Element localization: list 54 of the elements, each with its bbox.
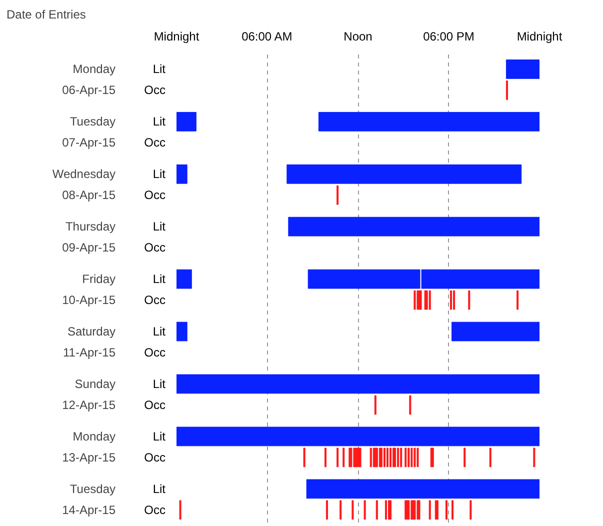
y-tick-label: Lit (152, 429, 166, 444)
y-tick-label: Occ (144, 240, 166, 255)
y-tick-label: Occ (144, 83, 166, 98)
bar (176, 164, 188, 184)
bar (288, 216, 540, 236)
bar (176, 374, 540, 394)
text: 08-Apr-15 (62, 188, 116, 202)
text: 09-Apr-15 (62, 240, 116, 255)
text: 10-Apr-15 (62, 293, 116, 308)
bar (306, 479, 540, 499)
y-tick-label: Lit (152, 167, 166, 182)
text: 11-Apr-15 (63, 346, 116, 360)
text: 14-Apr-15 (62, 502, 116, 517)
y-tick-label: Lit (152, 114, 166, 129)
x-tick-label: 06:00 PM (423, 30, 474, 44)
text: Tuesday (70, 482, 116, 496)
y-tick-label: Lit (152, 62, 166, 76)
text: Monday (72, 429, 116, 444)
y-tick-label: Occ (144, 136, 166, 150)
y-tick-label: Occ (144, 188, 166, 202)
bar (176, 322, 188, 342)
text: Date of Entries (6, 8, 86, 22)
y-tick-label: Lit (152, 482, 166, 496)
text: 13-Apr-15 (62, 450, 116, 464)
bar (452, 322, 540, 342)
text: Saturday (67, 324, 116, 339)
y-tick-label: Occ (144, 293, 166, 308)
y-tick-label: Lit (152, 376, 166, 391)
y-tick-label: Lit (152, 324, 166, 339)
text: 06-Apr-15 (62, 83, 116, 98)
bar (506, 59, 540, 79)
bar (318, 112, 540, 132)
text: Wednesday (52, 167, 116, 182)
text: Tuesday (70, 114, 116, 129)
y-tick-label: Lit (152, 220, 166, 234)
text: 12-Apr-15 (62, 398, 116, 412)
bar (286, 164, 522, 184)
text: 07-Apr-15 (62, 136, 116, 150)
text: Friday (82, 272, 116, 286)
y-tick-label: Lit (152, 272, 166, 286)
y-tick-label: Occ (144, 398, 166, 412)
bar (176, 269, 192, 289)
text: Sunday (74, 376, 116, 391)
x-tick-label: 06:00 AM (242, 30, 292, 44)
x-tick-label: Midnight (516, 30, 563, 44)
y-tick-label: Occ (144, 346, 166, 360)
bar (176, 112, 196, 132)
text: Thursday (65, 220, 116, 234)
x-tick-label: Noon (344, 30, 372, 44)
text: Monday (72, 62, 116, 76)
y-tick-label: Occ (144, 502, 166, 517)
y-tick-label: Occ (144, 450, 166, 464)
x-tick-label: Midnight (154, 30, 200, 44)
bar (176, 426, 540, 446)
